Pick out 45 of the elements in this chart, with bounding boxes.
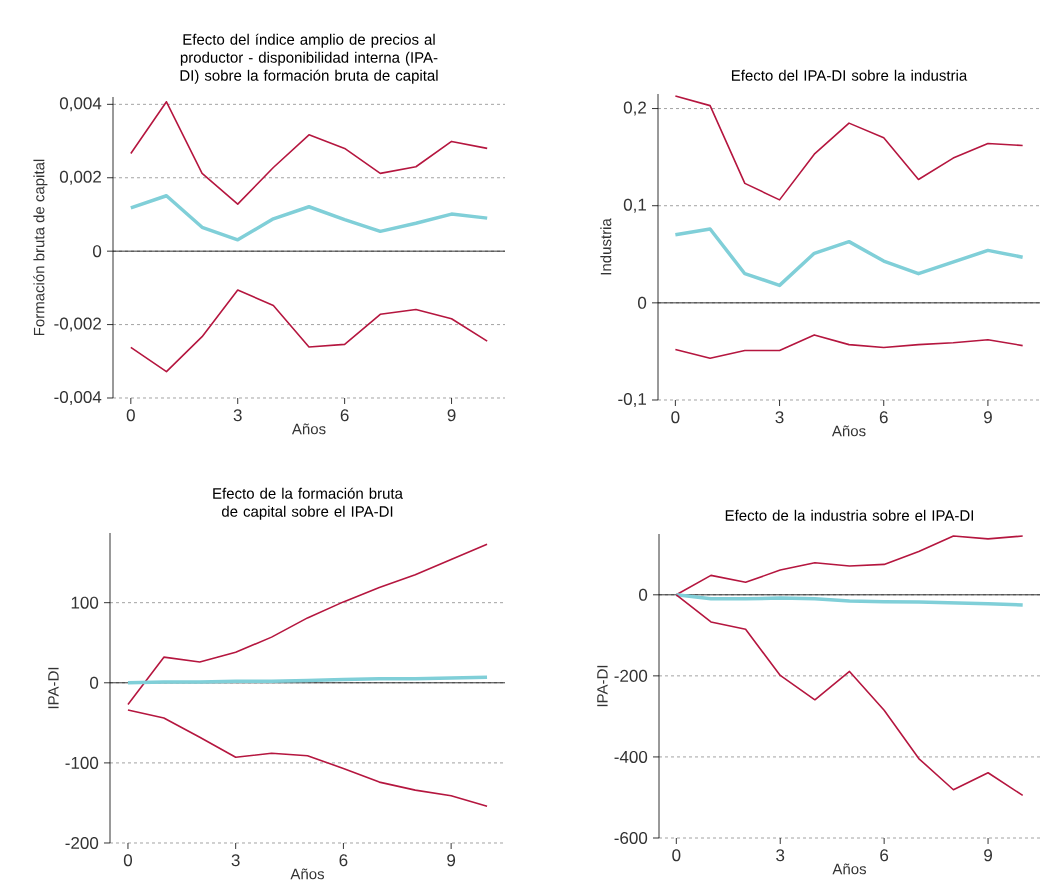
x-tick-label: 0 bbox=[126, 409, 135, 422]
x-axis-title: Años bbox=[290, 868, 325, 880]
y-tick-label: -0,004 bbox=[54, 390, 102, 406]
y-axis-title: IPA-DI bbox=[48, 667, 59, 709]
y-tick-label: -100 bbox=[65, 756, 99, 769]
y-tick-label: 0,002 bbox=[59, 170, 101, 185]
x-tick-label: 9 bbox=[984, 849, 992, 862]
y-tick-label: -600 bbox=[614, 831, 648, 845]
y-tick-label: -200 bbox=[614, 669, 648, 682]
x-axis-title: Años bbox=[832, 863, 867, 875]
x-tick-label: 3 bbox=[775, 411, 784, 424]
x-tick-label: 9 bbox=[447, 854, 456, 867]
y-tick-label: -0,002 bbox=[54, 317, 101, 332]
y-tick-label: 0,2 bbox=[623, 101, 646, 116]
x-tick-label: 6 bbox=[340, 409, 349, 422]
x-tick-label: 9 bbox=[983, 411, 992, 424]
x-tick-label: 0 bbox=[671, 411, 680, 424]
x-tick-label: 0 bbox=[123, 854, 133, 867]
y-tick-label: 0,004 bbox=[59, 97, 102, 112]
y-tick-label: 0 bbox=[639, 588, 648, 601]
y-tick-label: 0 bbox=[638, 296, 647, 309]
chart-title: Efecto de la formación bruta de capital sobre el IPA-DI bbox=[213, 487, 403, 520]
y-tick-label: 0 bbox=[90, 676, 99, 689]
x-tick-label: 6 bbox=[880, 849, 889, 862]
y-axis-title: IPA-DI bbox=[597, 665, 608, 707]
chart-title: Efecto del IPA-DI sobre la industria bbox=[731, 69, 968, 81]
chart-title: Efecto de la industria sobre el IPA-DI bbox=[725, 509, 974, 521]
y-tick-label: 0,1 bbox=[623, 198, 646, 213]
x-tick-label: 9 bbox=[447, 409, 456, 422]
y-axis-title: Formación bruta de capital bbox=[33, 159, 48, 336]
x-axis-title: Años bbox=[831, 425, 866, 437]
x-tick-label: 3 bbox=[231, 854, 240, 867]
y-tick-label: -400 bbox=[614, 750, 648, 763]
y-tick-label: 100 bbox=[71, 596, 99, 609]
chart-title: Efecto del índice amplio de precios al productor - disponibilidad interna (IPA-DI) sobre la formación bruta de capital bbox=[180, 33, 438, 84]
x-tick-label: 6 bbox=[339, 854, 348, 867]
y-tick-label: 0 bbox=[93, 245, 102, 258]
y-axis-title: Industria bbox=[600, 218, 612, 275]
x-tick-label: 0 bbox=[672, 849, 681, 862]
y-tick-label: -0,1 bbox=[618, 392, 646, 408]
x-tick-label: 3 bbox=[233, 409, 242, 422]
y-tick-label: -200 bbox=[65, 836, 99, 850]
x-tick-label: 3 bbox=[776, 849, 785, 862]
x-tick-label: 6 bbox=[879, 411, 888, 424]
x-axis-title: Años bbox=[291, 423, 326, 435]
